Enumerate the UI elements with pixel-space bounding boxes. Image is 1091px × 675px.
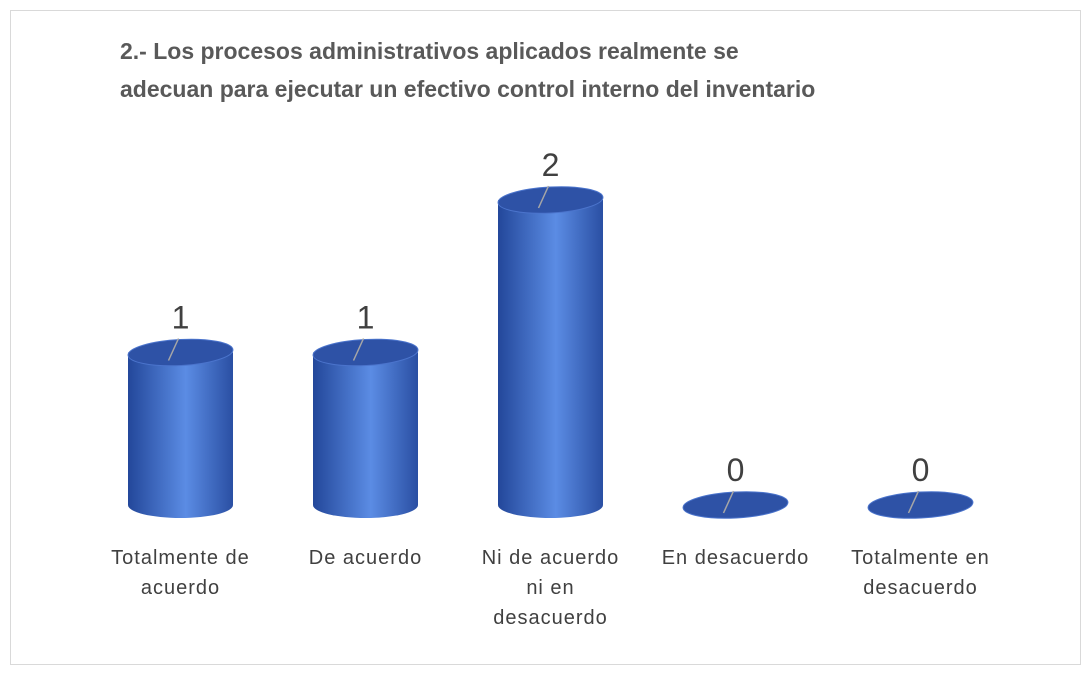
bar-top xyxy=(127,338,234,367)
data-label: 0 xyxy=(912,452,930,488)
label-leader xyxy=(907,490,920,514)
x-tick-label: Ni de acuerdo ni en desacuerdo xyxy=(481,547,620,629)
chart-frame xyxy=(10,10,1081,665)
bar-top xyxy=(682,491,789,519)
label-leader xyxy=(167,338,180,361)
label-leader xyxy=(537,185,550,209)
bar xyxy=(128,352,233,519)
data-label: 0 xyxy=(727,452,745,488)
data-label: 2 xyxy=(542,147,560,183)
x-tick-label: Totalmente en desacuerdo xyxy=(851,547,990,599)
data-label: 1 xyxy=(172,300,190,336)
label-leader xyxy=(722,490,735,514)
data-label: 1 xyxy=(357,300,375,336)
x-tick-label: En desacuerdo xyxy=(661,547,810,569)
bar-top xyxy=(497,186,604,214)
x-tick-label: De acuerdo xyxy=(308,547,423,569)
bar xyxy=(313,352,418,519)
label-leader xyxy=(352,338,365,361)
bar xyxy=(498,200,603,519)
bar-top xyxy=(867,491,974,519)
chart-title: 2.- Los procesos administrativos aplicad… xyxy=(120,38,816,102)
bar-top xyxy=(312,338,419,367)
x-tick-label: Totalmente de acuerdo xyxy=(111,547,250,599)
